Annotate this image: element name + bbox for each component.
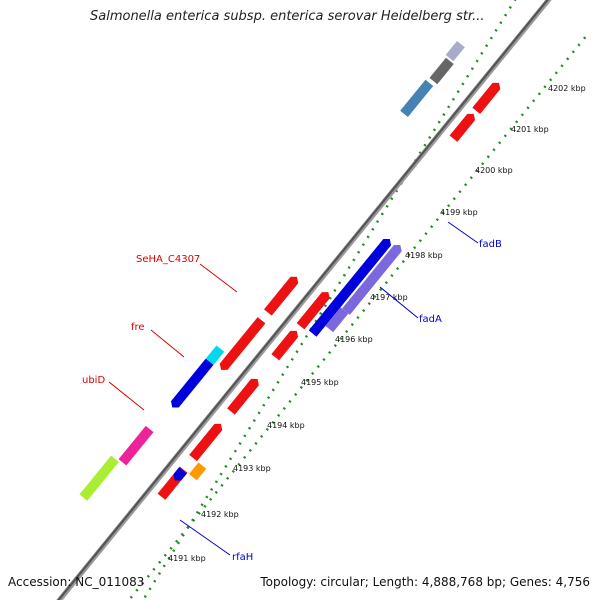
label-leaders: [108, 221, 479, 556]
tick-label: 4202 kbp: [548, 84, 586, 93]
gene-feature[interactable]: [118, 425, 154, 466]
gene-labels: SeHA_C4307 fre ubiD fadB fadA rfaH: [82, 239, 502, 563]
tick-label: 4194 kbp: [267, 421, 305, 430]
accession-text: Accession: NC_011083: [8, 575, 145, 589]
tick-label: 4193 kbp: [233, 464, 271, 473]
gene-label-sehac4307[interactable]: SeHA_C4307: [136, 254, 200, 265]
gene-label-fada[interactable]: fadA: [419, 314, 442, 325]
gene-feature[interactable]: [308, 298, 343, 337]
gene-feature[interactable]: [189, 462, 207, 481]
tick-label: 4195 kbp: [301, 378, 339, 387]
tick-label: 4199 kbp: [440, 208, 478, 217]
tick-label: 4198 kbp: [405, 251, 443, 260]
gene-feature[interactable]: [445, 40, 465, 62]
gene-feature[interactable]: [400, 79, 434, 118]
gene-feature[interactable]: [217, 317, 266, 373]
tick-label: 4196 kbp: [335, 335, 373, 344]
inner-dotted-guide: [127, 34, 588, 600]
gene-feature[interactable]: [449, 111, 478, 142]
gene-feature[interactable]: [263, 274, 301, 316]
gene-label-fadb[interactable]: fadB: [479, 239, 502, 250]
tick-label: 4192 kbp: [201, 510, 239, 519]
gene-feature[interactable]: [189, 421, 225, 462]
topology-summary: Topology: circular; Length: 4,888,768 bp…: [260, 575, 590, 589]
gene-label-rfah[interactable]: rfaH: [232, 552, 253, 563]
gene-feature[interactable]: [205, 345, 225, 365]
gene-feature[interactable]: [168, 358, 214, 411]
gene-feature[interactable]: [472, 80, 503, 114]
outer-dotted-guide: [141, 0, 517, 600]
gene-feature[interactable]: [296, 289, 333, 330]
gene-feature[interactable]: [79, 455, 119, 501]
map-title: Salmonella enterica subsp. enterica sero…: [90, 9, 485, 24]
gene-feature[interactable]: [271, 328, 300, 361]
tick-label: 4191 kbp: [168, 554, 206, 563]
gene-feature[interactable]: [325, 307, 349, 333]
gene-feature[interactable]: [171, 467, 187, 483]
gene-feature[interactable]: [342, 242, 404, 315]
tick-labels: 4191 kbp 4192 kbp 4193 kbp 4194 kbp 4195…: [168, 84, 586, 563]
tick-label: 4197 kbp: [370, 293, 408, 302]
gene-label-ubid[interactable]: ubiD: [82, 375, 105, 386]
gene-feature[interactable]: [429, 57, 454, 85]
gene-tracks: [79, 40, 503, 501]
gene-label-fre[interactable]: fre: [131, 322, 145, 333]
gene-feature[interactable]: [227, 376, 261, 415]
gene-feature[interactable]: [332, 236, 394, 308]
tick-label: 4201 kbp: [511, 125, 549, 134]
tick-label: 4200 kbp: [475, 166, 513, 175]
backbone-line: [57, 0, 549, 600]
